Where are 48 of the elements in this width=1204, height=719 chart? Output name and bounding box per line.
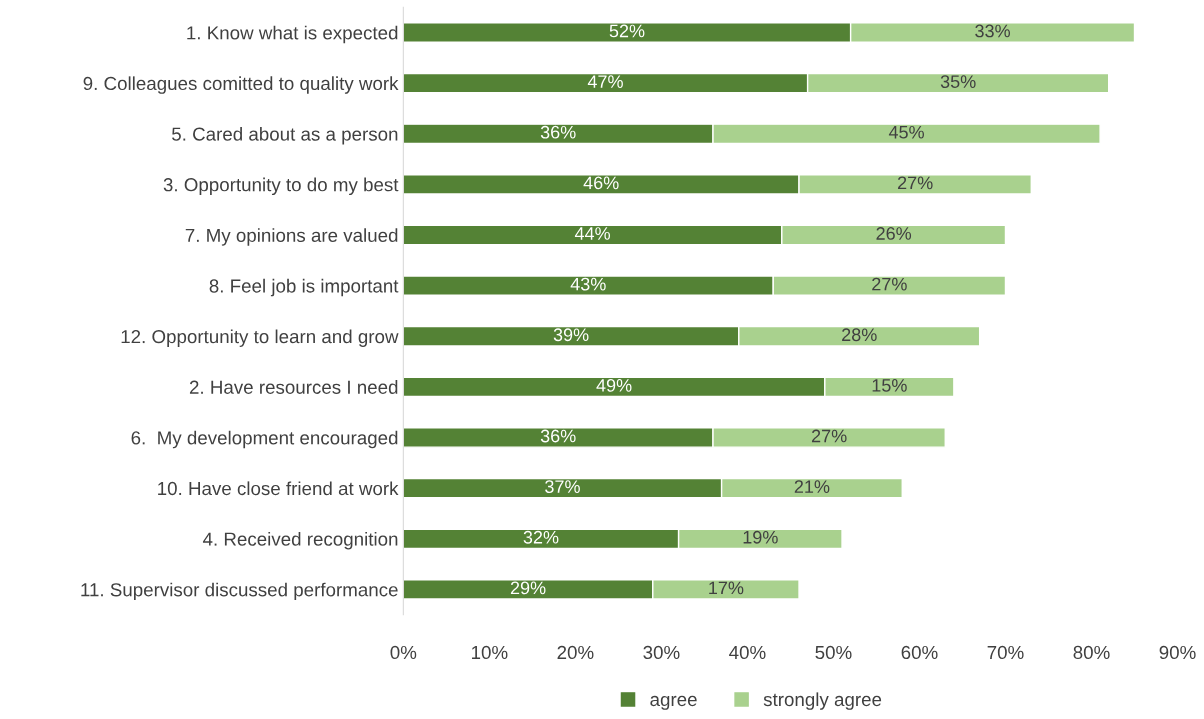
data-label: 44% <box>574 227 611 240</box>
data-label: 27% <box>897 176 933 190</box>
data-label: 37% <box>545 480 580 494</box>
data-label: 39% <box>553 328 589 342</box>
data-label: 33% <box>975 24 1010 38</box>
data-label: 45% <box>888 125 924 139</box>
y-tick-label: 12. Opportunity to learn and grow <box>121 329 399 347</box>
data-label: 49% <box>596 378 632 392</box>
y-tick-label: 3. Opportunity to do my best <box>163 177 399 196</box>
data-label: 52% <box>609 24 645 38</box>
data-label: 32% <box>523 530 559 544</box>
data-label: 26% <box>876 227 912 240</box>
data-label: 46% <box>583 176 619 190</box>
data-label: 19% <box>743 530 778 544</box>
data-label: 21% <box>794 480 830 493</box>
data-label: 43% <box>570 277 606 291</box>
legend-label: strongly agree <box>763 692 882 710</box>
x-tick-label: 10% <box>472 645 508 660</box>
y-tick-label: 11. Supervisor discussed performance <box>81 582 398 601</box>
y-tick-label: 5. Cared about as a person <box>172 126 398 145</box>
y-tick-label: 2. Have resources I need <box>189 380 398 394</box>
y-tick-label: 6. My development encouraged <box>131 430 398 449</box>
x-tick-label: 50% <box>815 645 852 660</box>
y-tick-label: 10. Have close friend at work <box>158 481 399 496</box>
y-tick-label: 1. Know what is expected <box>187 25 398 44</box>
legend-label: agree <box>650 695 697 710</box>
data-label: 17% <box>709 581 744 595</box>
data-label: 15% <box>872 379 907 392</box>
x-tick-label: 20% <box>557 645 594 660</box>
x-tick-label: 70% <box>987 645 1024 660</box>
data-label: 29% <box>510 581 546 595</box>
data-label: 28% <box>842 328 877 342</box>
x-tick-label: 90% <box>1159 645 1196 660</box>
y-tick-label: 7. My opinions are valued <box>185 228 398 246</box>
data-label: 27% <box>811 429 847 443</box>
data-label: 36% <box>540 125 576 139</box>
data-label: 36% <box>540 429 576 443</box>
x-tick-label: 40% <box>729 645 766 660</box>
y-tick-label: 4. Received recognition <box>202 532 398 550</box>
x-tick-label: 60% <box>901 645 938 660</box>
data-label: 47% <box>587 75 623 88</box>
x-tick-label: 0% <box>390 645 417 660</box>
data-label: 35% <box>940 75 976 88</box>
x-tick-label: 30% <box>643 645 680 660</box>
data-label: 27% <box>872 277 907 291</box>
x-tick-label: 80% <box>1073 645 1110 660</box>
y-tick-label: 8. Feel job is important <box>209 278 399 297</box>
y-tick-label: 9. Colleagues comitted to quality work <box>83 76 399 94</box>
